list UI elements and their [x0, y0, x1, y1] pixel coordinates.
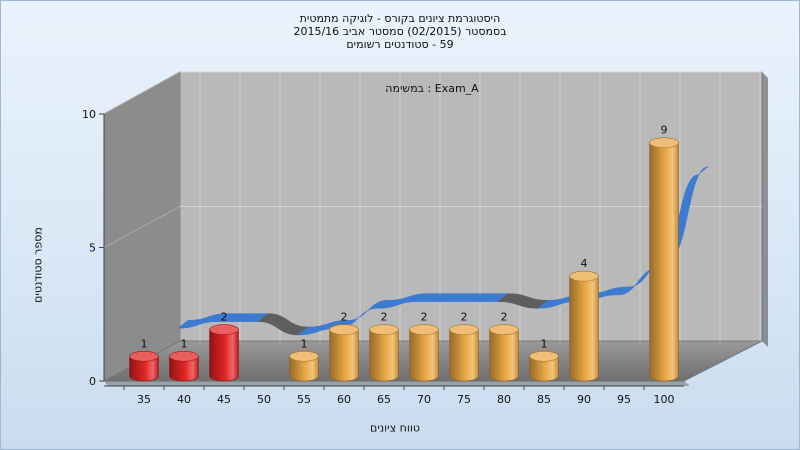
bar-value-label: 2 — [341, 311, 348, 324]
bar-body — [569, 275, 599, 382]
bar — [529, 350, 559, 382]
x-tick-label: 45 — [217, 393, 231, 406]
bar — [209, 324, 239, 382]
bar-body — [409, 329, 439, 382]
x-tick-label: 85 — [537, 393, 551, 406]
x-tick-label: 90 — [577, 393, 591, 406]
bar-body — [489, 329, 519, 382]
bar-top — [169, 350, 199, 362]
side-gridline — [103, 206, 181, 248]
bar — [409, 324, 439, 382]
bar-value-label: 1 — [541, 337, 548, 350]
bar-value-label: 2 — [421, 311, 428, 324]
bar-value-label: 9 — [661, 124, 668, 137]
bar — [169, 350, 199, 382]
bar-body — [449, 329, 479, 382]
bar — [449, 324, 479, 382]
y-axis-label: מספר סטודנטים — [31, 227, 45, 303]
bar — [129, 350, 159, 382]
chart-title-line-1: היסטוגרמת ציונים בקורס - לוגיקה מתמטית — [299, 12, 501, 25]
chart-wall-bevel — [762, 72, 768, 347]
inner-chart-label: Exam_A : במשימה — [385, 82, 479, 95]
x-tick-label: 80 — [497, 393, 511, 406]
bar-top — [329, 324, 359, 335]
x-axis-label: טווח ציונים — [370, 421, 420, 435]
bar-top — [209, 324, 239, 335]
bar — [649, 137, 679, 382]
bar-body — [649, 142, 679, 382]
bar-body — [169, 356, 199, 382]
bar-body — [209, 329, 239, 382]
y-tick-label: 10 — [82, 108, 96, 121]
x-tick-label: 75 — [457, 393, 471, 406]
bar-value-label: 1 — [141, 337, 148, 350]
x-tick-label: 60 — [337, 393, 351, 406]
bar-body — [329, 329, 359, 382]
chart-title-line-3: 59 - סטודנטים רשומים — [346, 38, 454, 51]
x-tick-label: 100 — [654, 393, 675, 406]
bar-top — [529, 350, 559, 362]
bar-top — [369, 324, 399, 335]
bar-top — [569, 270, 599, 282]
x-tick-label: 65 — [377, 393, 391, 406]
x-tick-label: 70 — [417, 393, 431, 406]
bar-body — [369, 329, 399, 382]
x-tick-label: 95 — [617, 393, 631, 406]
x-tick-label: 35 — [137, 393, 151, 406]
x-tick-label: 50 — [257, 393, 271, 406]
bar-value-label: 2 — [221, 311, 228, 324]
bar-body — [529, 356, 559, 382]
chart-floor-bevel — [104, 381, 690, 386]
bar-body — [129, 356, 159, 382]
bar-value-label: 1 — [301, 337, 308, 350]
bar-value-label: 4 — [581, 257, 588, 270]
x-tick-label: 40 — [177, 393, 191, 406]
bar-top — [449, 324, 479, 335]
bar — [369, 324, 399, 382]
bar-top — [289, 350, 319, 362]
y-tick-label: 5 — [89, 242, 96, 255]
side-gridline — [103, 71, 181, 115]
bar-body — [289, 356, 319, 382]
x-tick-label: 55 — [297, 393, 311, 406]
bar-top — [409, 324, 439, 335]
chart-title-line-2: בסמסטר (02/2015) סמסטר אביב 2015/16 — [293, 25, 507, 38]
bar-value-label: 2 — [501, 311, 508, 324]
bar-value-label: 2 — [381, 311, 388, 324]
bar-top — [129, 350, 159, 362]
bar — [329, 324, 359, 382]
bar-top — [649, 137, 679, 148]
bar — [569, 270, 599, 382]
y-tick-label: 0 — [89, 375, 96, 388]
bar — [489, 324, 519, 382]
bar-value-label: 2 — [461, 311, 468, 324]
bar — [289, 350, 319, 382]
bar-top — [489, 324, 519, 335]
bar-value-label: 1 — [181, 337, 188, 350]
